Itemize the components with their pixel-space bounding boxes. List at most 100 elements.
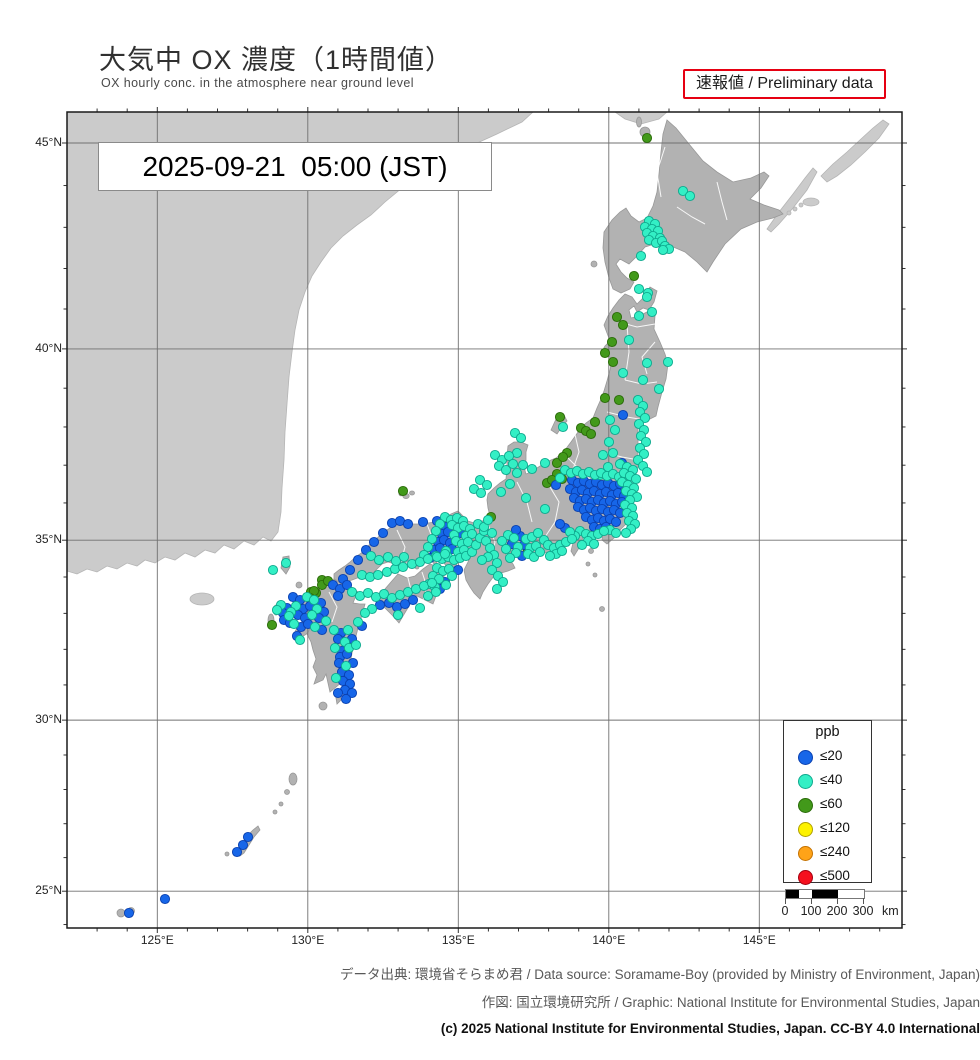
station-dot: [341, 579, 353, 591]
legend-item-label: ≤20: [820, 748, 843, 763]
station-dot: [617, 367, 629, 379]
station-dot: [504, 552, 516, 564]
station-dot: [378, 588, 390, 600]
station-dot: [373, 554, 385, 566]
page-subtitle: OX hourly conc. in the atmosphere near g…: [101, 76, 414, 90]
station-dot: [630, 473, 642, 485]
station-dot: [641, 291, 653, 303]
lat-label: 35°N: [35, 532, 62, 547]
station-dot: [346, 586, 358, 598]
lon-label: 130°E: [291, 933, 325, 947]
station-dot: [576, 539, 588, 551]
station-dot: [346, 687, 358, 699]
station-dot: [628, 270, 640, 282]
station-dot: [332, 687, 344, 699]
station-dot: [397, 485, 409, 497]
okushiri-island: [590, 260, 598, 268]
station-dot: [609, 424, 621, 436]
scale-tick: [863, 898, 864, 904]
lat-label: 30°N: [35, 712, 62, 727]
station-dot: [329, 642, 341, 654]
scale-tick: [811, 898, 812, 904]
station-dot: [532, 527, 544, 539]
station-dot: [159, 893, 171, 905]
station-dot: [476, 554, 488, 566]
station-dot: [585, 428, 597, 440]
station-dot: [382, 551, 394, 563]
lat-label: 25°N: [35, 883, 62, 898]
station-dot: [474, 474, 486, 486]
station-dot: [352, 616, 364, 628]
legend-item-label: ≤240: [820, 844, 850, 859]
station-dot: [352, 554, 364, 566]
lon-label: 145°E: [742, 933, 776, 947]
station-dot: [610, 516, 622, 528]
station-dot: [641, 132, 653, 144]
station-dot: [520, 492, 532, 504]
scale-segment: [838, 890, 864, 898]
station-dot: [633, 310, 645, 322]
station-dot: [430, 586, 442, 598]
station-dot: [330, 672, 342, 684]
station-dot: [623, 334, 635, 346]
lon-label: 135°E: [441, 933, 475, 947]
station-dot: [539, 457, 551, 469]
station-dot: [617, 319, 629, 331]
timestamp-box: 2025-09-21 05:00 (JST): [98, 142, 492, 191]
legend: ppb ≤20 ≤40 ≤60 ≤120 ≤240 ≤500: [783, 720, 872, 885]
station-dot: [646, 306, 658, 318]
station-dot: [635, 250, 647, 262]
station-dot: [491, 557, 503, 569]
station-dot: [466, 528, 478, 540]
station-dot: [599, 347, 611, 359]
station-dot: [294, 634, 306, 646]
station-dot: [554, 472, 566, 484]
station-dot: [446, 570, 458, 582]
station-dot: [496, 535, 508, 547]
foreign-land: [67, 112, 890, 606]
station-dot: [486, 564, 498, 576]
station-dot: [489, 449, 501, 461]
station-dot: [439, 548, 451, 560]
legend-row: ≤60: [784, 793, 871, 817]
station-dot: [267, 564, 279, 576]
station-dot: [677, 185, 689, 197]
station-dot: [566, 533, 578, 545]
station-dot: [475, 487, 487, 499]
legend-dot-icon: [798, 870, 813, 885]
station-dot: [283, 610, 295, 622]
station-dot: [426, 533, 438, 545]
station-dot: [390, 555, 402, 567]
station-dot: [414, 602, 426, 614]
station-dot: [607, 356, 619, 368]
kunashiri-island: [766, 167, 818, 233]
legend-row: ≤40: [784, 769, 871, 793]
station-dot: [377, 527, 389, 539]
legend-dot-icon: [798, 774, 813, 789]
station-dot: [231, 846, 243, 858]
station-dots: [123, 132, 696, 919]
lat-label: 40°N: [35, 340, 62, 355]
station-dot: [639, 412, 651, 424]
station-dot: [365, 550, 377, 562]
station-dot: [362, 587, 374, 599]
station-dot: [557, 421, 569, 433]
amami-island: [288, 772, 298, 786]
station-dot: [515, 432, 527, 444]
station-dot: [599, 392, 611, 404]
scale-segment: [786, 890, 799, 898]
scale-tick: [837, 898, 838, 904]
data-source-credit: データ出典: 環境省そらまめ君 / Data source: Soramame-…: [340, 967, 980, 982]
scale-tick: [785, 898, 786, 904]
legend-item-label: ≤500: [820, 868, 850, 883]
station-dot: [511, 467, 523, 479]
station-dot: [237, 839, 249, 851]
station-dot: [554, 518, 566, 530]
scale-segment: [812, 890, 838, 898]
graphic-credit: 作図: 国立環境研究所 / Graphic: National Institut…: [481, 995, 980, 1010]
station-dot: [526, 463, 538, 475]
station-dot: [551, 457, 563, 469]
legend-dot-icon: [798, 846, 813, 861]
station-dot: [633, 283, 645, 295]
legend-row: ≤120: [784, 817, 871, 841]
